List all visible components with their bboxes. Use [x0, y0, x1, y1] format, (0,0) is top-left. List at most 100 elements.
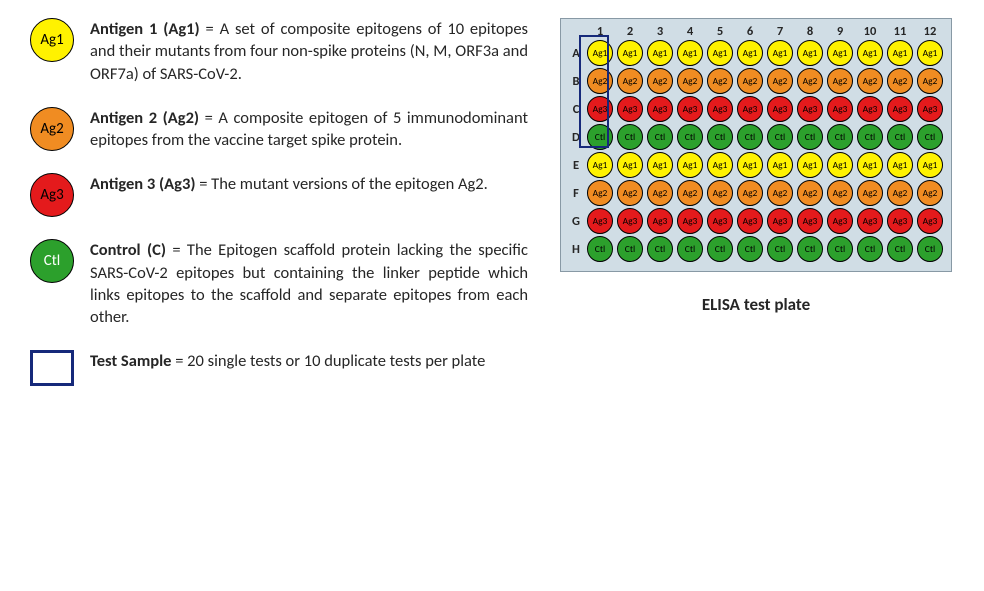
well-ag2: Ag2 — [827, 68, 853, 94]
well-ag1: Ag1 — [647, 40, 673, 66]
row-header: H — [567, 235, 585, 263]
well-ctl: Ctl — [617, 236, 643, 262]
legend-icon-ag1: Ag1 — [28, 18, 76, 62]
col-header: 10 — [855, 23, 885, 39]
well-ag3: Ag3 — [917, 208, 943, 234]
well-ag1: Ag1 — [827, 152, 853, 178]
legend-icon-test-sample — [28, 350, 76, 386]
well-ag3: Ag3 — [737, 208, 763, 234]
well-ag1: Ag1 — [647, 152, 673, 178]
well-ag1: Ag1 — [677, 40, 703, 66]
well-ctl: Ctl — [707, 236, 733, 262]
well-ag1: Ag1 — [827, 40, 853, 66]
well-ag1: Ag1 — [737, 40, 763, 66]
well-ctl: Ctl — [617, 124, 643, 150]
well-ag1: Ag1 — [617, 40, 643, 66]
row-header: C — [567, 95, 585, 123]
well-ag3: Ag3 — [887, 96, 913, 122]
legend-title-ag1: Antigen 1 (Ag1) — [90, 19, 200, 39]
well-ctl: Ctl — [647, 236, 673, 262]
well-ctl: Ctl — [587, 124, 613, 150]
well-ag2: Ag2 — [677, 68, 703, 94]
well-ag2: Ag2 — [587, 68, 613, 94]
well-ag2: Ag2 — [767, 180, 793, 206]
legend-text-ag2: Antigen 2 (Ag2) = A composite epitogen o… — [90, 107, 528, 152]
well-ctl: Ctl — [797, 236, 823, 262]
well-ag1: Ag1 — [677, 152, 703, 178]
well-ag2: Ag2 — [737, 180, 763, 206]
col-header: 3 — [645, 23, 675, 39]
well-ctl: Ctl — [737, 236, 763, 262]
col-header: 7 — [765, 23, 795, 39]
col-header: 1 — [585, 23, 615, 39]
well-ag2: Ag2 — [707, 180, 733, 206]
well-ag3: Ag3 — [647, 96, 673, 122]
well-ag1: Ag1 — [707, 40, 733, 66]
well-ag3: Ag3 — [917, 96, 943, 122]
well-ag3: Ag3 — [767, 96, 793, 122]
well-ctl: Ctl — [647, 124, 673, 150]
well-ag2: Ag2 — [917, 68, 943, 94]
well-ag2: Ag2 — [887, 68, 913, 94]
legend-desc-test-sample: = 20 single tests or 10 duplicate tests … — [171, 351, 485, 371]
well-ag2: Ag2 — [677, 180, 703, 206]
legend-title-ag2: Antigen 2 (Ag2) — [90, 108, 199, 128]
col-header: 2 — [615, 23, 645, 39]
well-ag1: Ag1 — [767, 152, 793, 178]
well-ag3: Ag3 — [587, 208, 613, 234]
plate-wrap: 123456789101112AAg1Ag1Ag1Ag1Ag1Ag1Ag1Ag1… — [560, 18, 952, 272]
legend-icon-ag3: Ag3 — [28, 173, 76, 217]
well-ag1: Ag1 — [857, 40, 883, 66]
well-ag3: Ag3 — [857, 96, 883, 122]
col-header: 5 — [705, 23, 735, 39]
legend-title-test-sample: Test Sample — [90, 351, 171, 371]
row-header: B — [567, 67, 585, 95]
well-ag1: Ag1 — [587, 40, 613, 66]
well-ag2: Ag2 — [767, 68, 793, 94]
page: Ag1Antigen 1 (Ag1) = A set of composite … — [28, 18, 956, 408]
well-ag3: Ag3 — [677, 96, 703, 122]
legend: Ag1Antigen 1 (Ag1) = A set of composite … — [28, 18, 528, 408]
well-ctl: Ctl — [737, 124, 763, 150]
well-ctl: Ctl — [767, 124, 793, 150]
well-ctl: Ctl — [827, 124, 853, 150]
legend-row-test-sample: Test Sample = 20 single tests or 10 dupl… — [28, 350, 528, 386]
well-ag1: Ag1 — [857, 152, 883, 178]
well-ag1: Ag1 — [797, 152, 823, 178]
legend-text-test-sample: Test Sample = 20 single tests or 10 dupl… — [90, 350, 485, 372]
col-header: 6 — [735, 23, 765, 39]
col-header: 12 — [915, 23, 945, 39]
well-ag1: Ag1 — [587, 152, 613, 178]
legend-icon-ctl: Ctl — [28, 239, 76, 283]
well-ag3: Ag3 — [827, 208, 853, 234]
well-ag2: Ag2 — [857, 180, 883, 206]
ag2-circle-icon: Ag2 — [30, 107, 74, 151]
legend-text-ag3: Antigen 3 (Ag3) = The mutant versions of… — [90, 173, 488, 195]
well-ctl: Ctl — [917, 124, 943, 150]
row-header: D — [567, 123, 585, 151]
row-header: E — [567, 151, 585, 179]
plate-panel: 123456789101112AAg1Ag1Ag1Ag1Ag1Ag1Ag1Ag1… — [556, 18, 956, 408]
well-ag3: Ag3 — [617, 96, 643, 122]
plate-table: 123456789101112AAg1Ag1Ag1Ag1Ag1Ag1Ag1Ag1… — [567, 23, 945, 263]
well-ag1: Ag1 — [707, 152, 733, 178]
well-ag2: Ag2 — [647, 68, 673, 94]
plate-caption: ELISA test plate — [702, 294, 810, 315]
well-ag2: Ag2 — [887, 180, 913, 206]
col-header: 11 — [885, 23, 915, 39]
well-ag3: Ag3 — [587, 96, 613, 122]
row-header: G — [567, 207, 585, 235]
well-ag3: Ag3 — [617, 208, 643, 234]
well-ctl: Ctl — [767, 236, 793, 262]
well-ag3: Ag3 — [797, 96, 823, 122]
legend-row-ag3: Ag3 Antigen 3 (Ag3) = The mutant versions… — [28, 173, 528, 217]
well-ctl: Ctl — [887, 124, 913, 150]
legend-desc-ag3: = The mutant versions of the epitogen Ag… — [195, 174, 487, 194]
well-ag2: Ag2 — [917, 180, 943, 206]
well-ag2: Ag2 — [797, 68, 823, 94]
well-ag2: Ag2 — [827, 180, 853, 206]
col-header: 9 — [825, 23, 855, 39]
legend-title-ctl: Control (C) — [90, 240, 166, 260]
well-ag3: Ag3 — [827, 96, 853, 122]
legend-text-ctl: Control (C) = The Epitogen scaffold prot… — [90, 239, 528, 328]
